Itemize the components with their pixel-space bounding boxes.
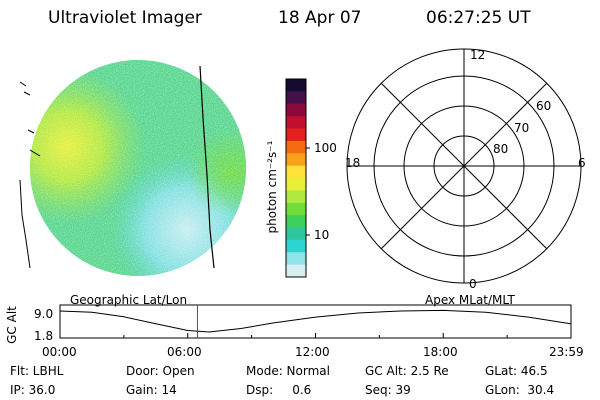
earth-image-panel bbox=[19, 60, 246, 276]
y-tick-1-8: 1.8 bbox=[34, 329, 54, 343]
x-tick-0600: 06:00 bbox=[167, 345, 202, 359]
terminator-line bbox=[199, 65, 215, 269]
glon-info: GLon: 30.4 bbox=[485, 383, 555, 397]
colorbar-band bbox=[286, 79, 306, 92]
colorbar-band bbox=[286, 178, 306, 191]
mlt-label-0: 0 bbox=[469, 277, 477, 291]
time-label: 06:27:25 UT bbox=[426, 8, 531, 28]
polar-diagonal-2 bbox=[380, 82, 548, 250]
colorbar-band bbox=[286, 264, 306, 278]
y-tick-9: 9.0 bbox=[34, 307, 54, 321]
colorbar-band bbox=[286, 116, 306, 129]
orbit-timeline bbox=[59, 304, 572, 339]
mlt-label-18: 18 bbox=[345, 156, 361, 170]
colorbar-band bbox=[286, 215, 306, 228]
lat-label-60: 60 bbox=[536, 99, 552, 113]
x-tick-1200: 12:00 bbox=[295, 345, 330, 359]
lat-label-80: 80 bbox=[493, 142, 509, 156]
filter-info: Flt: LBHL bbox=[10, 364, 64, 378]
colorbar-band bbox=[286, 103, 306, 117]
gain-info: Gain: 14 bbox=[126, 383, 177, 397]
gc-alt-info: GC Alt: 2.5 Re bbox=[365, 364, 449, 378]
polar-grid bbox=[346, 48, 582, 284]
ip-info: IP: 36.0 bbox=[10, 383, 56, 397]
x-tick-2359: 23:59 bbox=[549, 345, 584, 359]
colorbar-tick-100: 100 bbox=[314, 141, 337, 155]
colorbar-band bbox=[286, 239, 306, 253]
timeline-y-label: GC Alt bbox=[5, 306, 19, 344]
altitude-curve bbox=[59, 309, 571, 333]
apex-mlat-mlt-label: Apex MLat/MLT bbox=[425, 293, 515, 307]
mlt-label-6: 6 bbox=[578, 156, 586, 170]
colorbar-band bbox=[286, 227, 306, 241]
colorbar-band bbox=[286, 252, 306, 266]
colorbar-unit-label: photon cm⁻²s⁻¹ bbox=[265, 140, 279, 234]
mode-info: Mode: Normal bbox=[246, 364, 330, 378]
colorbar-frame bbox=[285, 78, 307, 278]
colorbar-strip bbox=[285, 78, 307, 278]
timeline-x-ticks bbox=[59, 333, 572, 338]
lat-label-70: 70 bbox=[514, 121, 530, 135]
date-label: 18 Apr 07 bbox=[278, 8, 362, 28]
edge-ticks bbox=[19, 81, 41, 157]
colorbar-band bbox=[286, 165, 306, 179]
earth-disk bbox=[30, 60, 246, 276]
colorbar bbox=[285, 78, 310, 278]
x-tick-0000: 00:00 bbox=[42, 345, 77, 359]
mlt-label-12: 12 bbox=[470, 48, 486, 62]
colorbar-band bbox=[286, 153, 306, 167]
colorbar-band bbox=[286, 128, 306, 142]
dsp-info: Dsp: 0.6 bbox=[246, 383, 312, 397]
colorbar-band bbox=[286, 91, 306, 105]
colorbar-band bbox=[286, 202, 306, 216]
door-info: Door: Open bbox=[126, 364, 195, 378]
x-tick-1800: 18:00 bbox=[423, 345, 458, 359]
geographic-latlon-label: Geographic Lat/Lon bbox=[70, 293, 188, 307]
instrument-title: Ultraviolet Imager bbox=[48, 8, 202, 28]
glat-info: GLat: 46.5 bbox=[485, 364, 548, 378]
colorbar-band bbox=[286, 190, 306, 204]
colorbar-tick-10: 10 bbox=[314, 228, 330, 242]
limb-line bbox=[19, 179, 31, 269]
colorbar-band bbox=[286, 140, 306, 154]
seq-info: Seq: 39 bbox=[365, 383, 411, 397]
